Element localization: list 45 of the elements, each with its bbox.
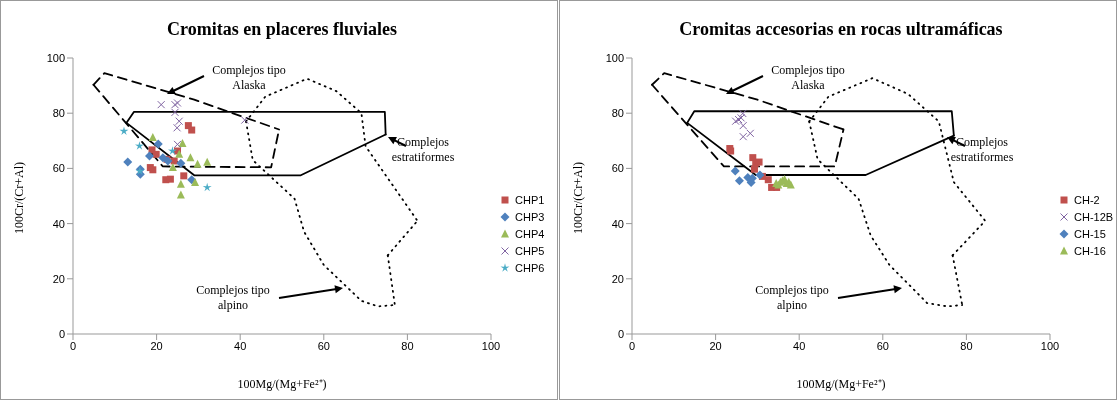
legend-label: CHP1 [515,193,545,206]
y-tick-label: 20 [52,272,65,285]
y-axis-title: 100Cr/(Cr+Al) [570,161,586,235]
y-tick-label: 60 [611,162,624,175]
y-tick-label: 80 [611,107,624,120]
x-tick-label: 40 [234,339,247,352]
y-tick-label: 60 [52,162,65,175]
x-tick-label: 80 [960,339,973,352]
legend-label: CHP4 [515,227,545,240]
x-tick-label: 20 [150,339,163,352]
x-tick-label: 0 [628,339,636,352]
y-tick-label: 40 [52,217,65,230]
chart-title: Cromitas accesorias en rocas ultramáficas [678,19,1004,40]
x-tick-label: 100 [481,339,501,352]
legend-label: CHP3 [515,210,545,223]
x-tick-label: 100 [1040,339,1060,352]
x-tick-label: 60 [876,339,889,352]
x-tick-label: 0 [69,339,77,352]
x-tick-label: 20 [709,339,722,352]
y-tick-label: 100 [46,51,65,64]
chart-title: Cromitas en placeres fluviales [166,19,398,40]
x-tick-label: 80 [401,339,414,352]
annotation: Complejos estratiformes [950,134,1014,164]
y-tick-label: 20 [611,272,624,285]
legend-label: CH-16 [1074,244,1106,257]
annotation: Complejos tipo Alaska [771,62,845,92]
y-tick-label: 100 [605,51,624,64]
legend-label: CH-15 [1074,227,1106,240]
x-tick-label: 60 [317,339,330,352]
annotation: Complejos tipo alpino [196,282,270,312]
y-tick-label: 40 [611,217,624,230]
y-axis-title: 100Cr/(Cr+Al) [11,161,27,235]
y-tick-label: 80 [52,107,65,120]
x-axis-title: 100Mg/(Mg+Fe²⁺) [236,376,328,392]
annotation: Complejos tipo Alaska [212,62,286,92]
y-tick-label: 0 [58,327,65,340]
annotation: Complejos estratiformes [391,134,455,164]
legend-label: CHP6 [515,261,545,274]
legend-label: CHP5 [515,244,545,257]
legend-label: CH-12B [1074,210,1114,223]
x-tick-label: 40 [793,339,806,352]
legend-label: CH-2 [1074,193,1100,206]
y-tick-label: 0 [617,327,624,340]
x-axis-title: 100Mg/(Mg+Fe²⁺) [795,376,887,392]
annotation: Complejos tipo alpino [755,282,829,312]
